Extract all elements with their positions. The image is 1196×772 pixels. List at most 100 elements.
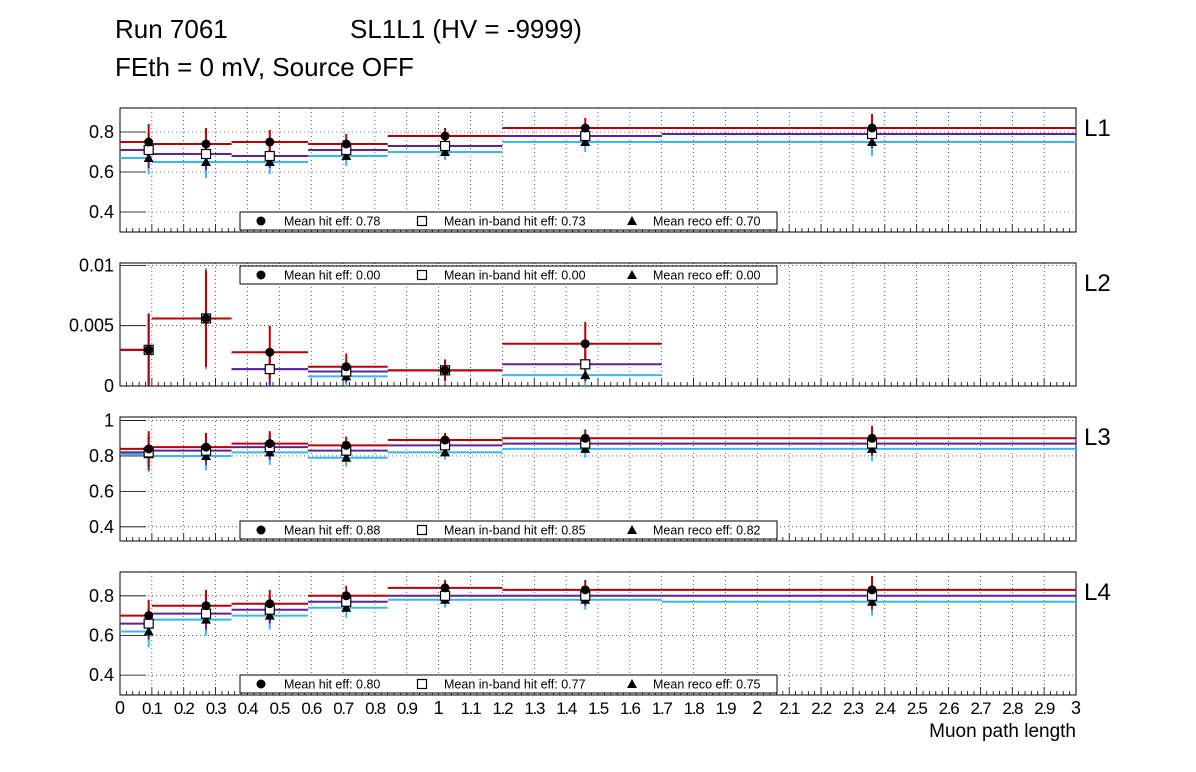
data-layer (120, 267, 662, 386)
legend-reco-label: Mean reco eff: 0.70 (653, 215, 761, 229)
y-tick-label: 0.6 (89, 625, 114, 645)
hit-point (341, 440, 351, 450)
x-tick-label: 2 (752, 698, 762, 718)
legend-hit-label: Mean hit eff: 0.80 (284, 678, 380, 692)
legend-hit-marker (256, 216, 266, 226)
panel-label: L1 (1084, 115, 1111, 142)
x-tick-label: 1.7 (652, 699, 673, 718)
hit-point (440, 583, 450, 593)
x-tick-label: 1.6 (620, 699, 641, 718)
legend-reco-marker (627, 679, 637, 688)
legend-hit-label: Mean hit eff: 0.00 (284, 269, 380, 283)
legend-inband-marker (416, 215, 428, 227)
hit-point (144, 444, 154, 454)
legend-reco-marker (627, 270, 637, 279)
x-tick-label: 1.3 (524, 699, 545, 718)
reco-point (264, 157, 275, 166)
y-tick-label: 0.4 (89, 665, 114, 685)
panel-label: L4 (1084, 579, 1111, 606)
chamber-title: SL1L1 (HV = -9999) (350, 14, 582, 44)
panel-l1: 0.4 0.6 0.8 Mean hit eff: 0.78 Mean in-band … (89, 107, 1111, 233)
x-tick-label: 1.4 (556, 699, 577, 718)
legend-hit-marker (256, 525, 266, 535)
inband-point (143, 618, 154, 629)
x-tick-label: 1.9 (716, 699, 737, 718)
hit-point (265, 599, 275, 609)
hit-point (580, 585, 590, 595)
reco-point (440, 147, 451, 156)
conditions-title: FEth = 0 mV, Source OFF (115, 52, 414, 82)
x-tick-label: 0 (115, 698, 125, 718)
legend-box (239, 520, 778, 540)
y-tick-label: 0 (104, 376, 114, 396)
x-tick-label: 2.7 (971, 699, 992, 718)
inband-point (143, 144, 154, 156)
y-tick-label: 0.8 (89, 122, 114, 142)
y-tick-label: 0.4 (89, 517, 114, 537)
x-tick-label: 2.9 (1034, 699, 1055, 718)
hit-point (580, 433, 590, 443)
legend-reco-label: Mean reco eff: 0.00 (653, 269, 761, 283)
legend: Mean hit eff: 0.00 Mean in-band hit eff: … (239, 265, 778, 285)
run-title: Run 7061 (115, 14, 228, 44)
y-tick-label: 0.005 (69, 316, 114, 336)
inband-point (439, 590, 451, 601)
hit-point (201, 139, 211, 149)
reco-point (580, 370, 591, 380)
inband-point (200, 148, 212, 160)
legend-hit-marker (256, 270, 266, 280)
x-tick-label: 1.1 (461, 699, 482, 718)
inband-point (580, 130, 591, 142)
hit-point (265, 439, 275, 449)
x-tick-label: 1.5 (588, 699, 609, 718)
legend: Mean hit eff: 0.78 Mean in-band hit eff: … (239, 211, 778, 231)
x-tick-label: 0.9 (397, 699, 418, 718)
legend-hit-marker (256, 679, 266, 689)
panel-label: L3 (1084, 424, 1111, 451)
hit-point (201, 313, 211, 323)
panel-label: L2 (1084, 270, 1111, 297)
inband-point (580, 359, 591, 370)
reco-point (341, 151, 352, 160)
inband-point (200, 608, 212, 619)
x-tick-label: 0.6 (301, 699, 322, 718)
inband-point (439, 140, 451, 152)
x-tick-label: 0.1 (142, 699, 163, 718)
y-tick-label: 0.8 (89, 446, 114, 466)
legend: Mean hit eff: 0.88 Mean in-band hit eff: … (239, 520, 778, 540)
legend-inband-label: Mean in-band hit eff: 0.85 (444, 524, 586, 538)
y-tick-label: 0.01 (79, 255, 114, 275)
y-tick-label: 1 (104, 411, 114, 431)
x-tick-label: 0.8 (365, 699, 386, 718)
hit-point (144, 345, 154, 355)
hit-point (341, 591, 351, 601)
x-tick-label: 2.5 (907, 699, 928, 718)
hit-point (201, 601, 211, 611)
data-layer (120, 114, 1076, 178)
hit-point (341, 362, 351, 372)
x-tick-label: 1.8 (684, 699, 705, 718)
panel-l3: 0.4 0.6 0.8 1 Mean hit eff: 0.88 Mean in-band… (89, 411, 1111, 542)
hit-point (867, 123, 877, 133)
reco-point (201, 614, 212, 624)
panel-l2: 0 0.005 0.01 Mean hit eff: 0.00 Mean in-band… (69, 255, 1111, 396)
legend-hit-label: Mean hit eff: 0.78 (284, 215, 380, 229)
x-tick-label: 0.4 (238, 699, 259, 718)
hit-point (867, 433, 877, 443)
legend-hit-label: Mean hit eff: 0.88 (284, 524, 380, 538)
reco-point (341, 452, 352, 462)
legend-reco-marker (627, 525, 637, 534)
x-tick-label: 2.1 (779, 699, 800, 718)
y-tick-label: 0.8 (89, 586, 114, 606)
x-tick-label: 2.2 (811, 699, 832, 718)
reco-point (867, 137, 878, 146)
reco-point (143, 626, 154, 636)
y-tick-label: 0.6 (89, 162, 114, 182)
legend-inband-label: Mean in-band hit eff: 0.77 (444, 678, 586, 692)
data-layer (120, 575, 1076, 648)
hit-point (201, 442, 211, 452)
hit-point (580, 123, 590, 133)
hit-point (144, 137, 154, 147)
x-tick-label: 0.3 (206, 699, 227, 718)
